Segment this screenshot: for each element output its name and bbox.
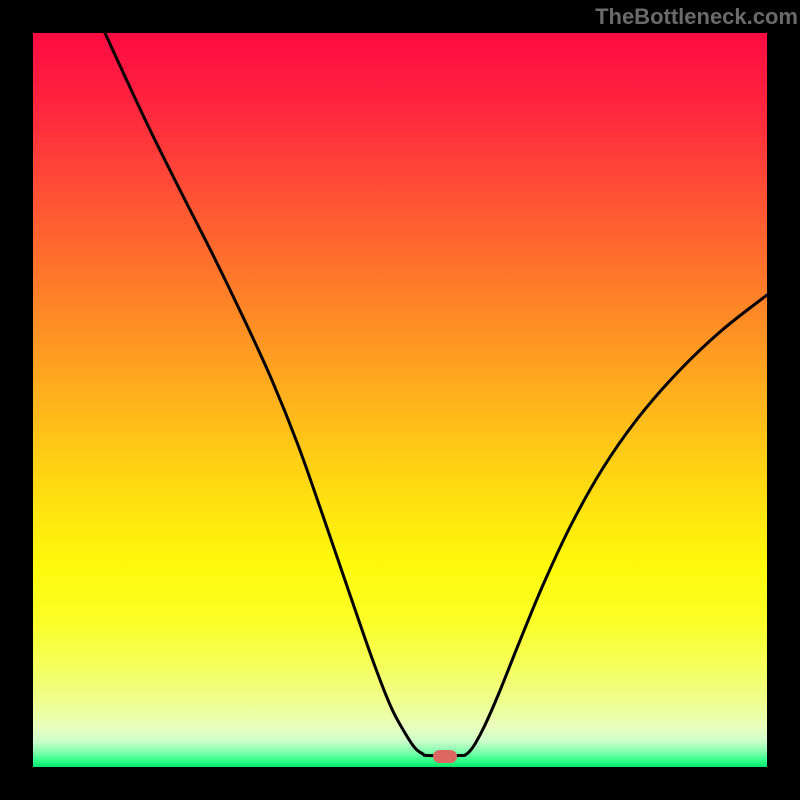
- optimal-point-marker: [433, 750, 457, 763]
- chart-stage: TheBottleneck.com: [0, 0, 800, 800]
- chart-overlay-svg: [0, 0, 800, 800]
- bottleneck-curve: [105, 33, 767, 756]
- watermark-text: TheBottleneck.com: [595, 4, 798, 30]
